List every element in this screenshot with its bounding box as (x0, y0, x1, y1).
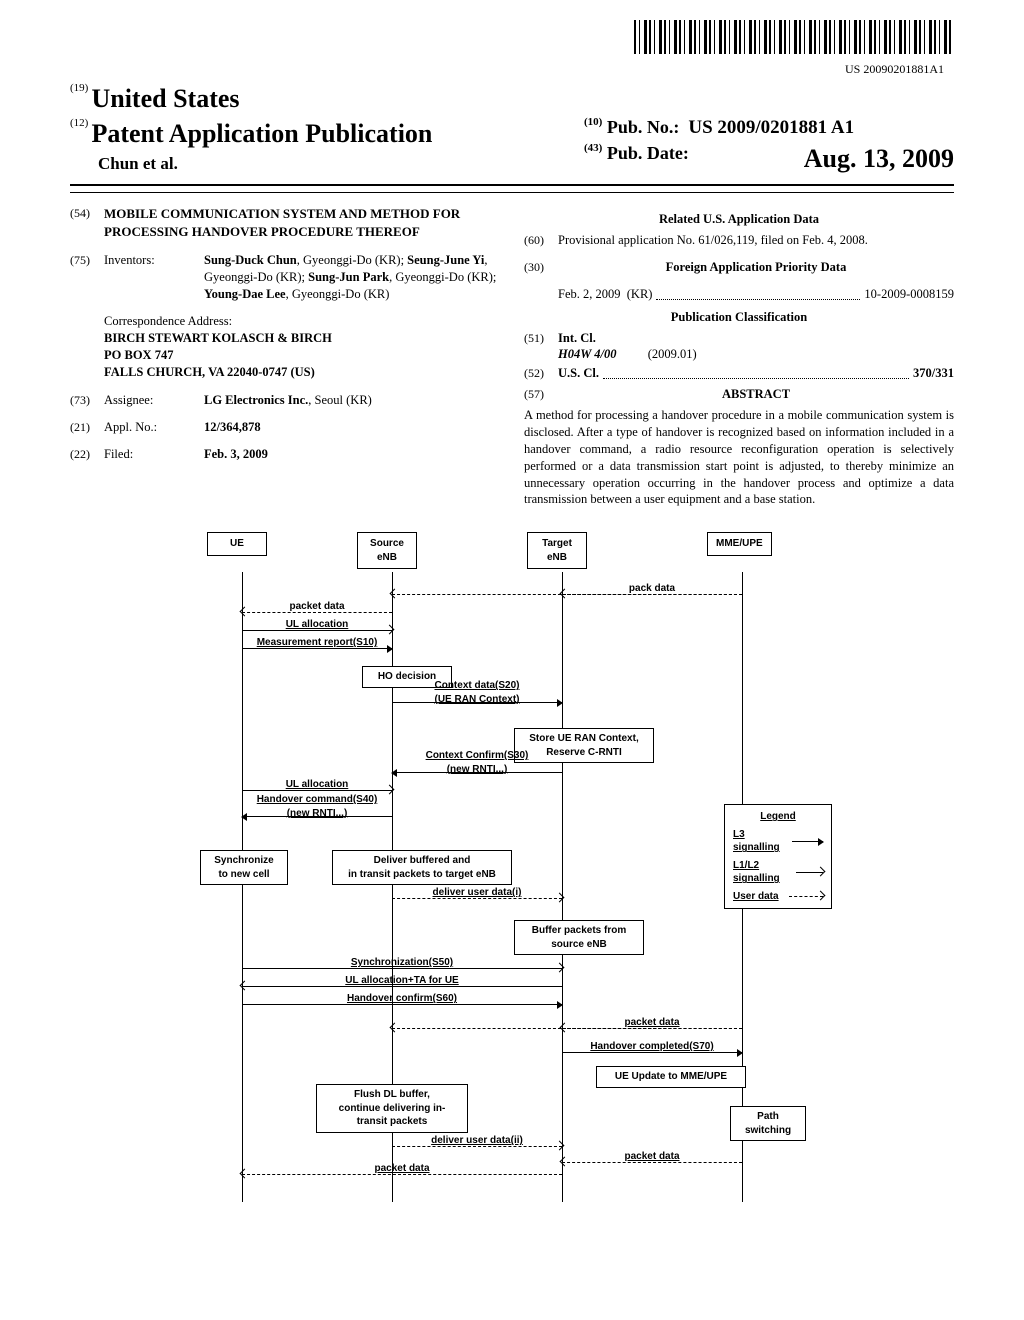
note-23: Path switching (730, 1106, 806, 1141)
pub-no-val: US 2009/0201881 A1 (688, 117, 854, 138)
header-left: (19) United States (12) Patent Applicati… (70, 81, 432, 176)
msg-label-16: UL allocation+TA for UE (242, 974, 562, 988)
thin-rule (70, 192, 954, 193)
note-14: Buffer packets from source eNB (514, 920, 644, 955)
foreign-num: (30) (524, 259, 558, 276)
assignee-val: LG Electronics Inc., Seoul (KR) (204, 392, 500, 409)
foreign-hdr: Foreign Application Priority Data (558, 259, 954, 276)
msg-label-25: packet data (562, 1150, 742, 1164)
sequence-diagram: UESource eNBTarget eNBMME/UPE pack datap… (202, 532, 822, 1202)
intcl-label: Int. Cl. (558, 330, 954, 347)
related-hdr: Related U.S. Application Data (524, 211, 954, 228)
pubclass-hdr: Publication Classification (524, 309, 954, 326)
msg-label-9: UL allocation (242, 778, 392, 792)
note-11: Synchronize to new cell (200, 850, 288, 885)
msg-label-15: Synchronization(S50) (242, 956, 562, 970)
msg-label-13: deliver user data(i) (392, 886, 562, 900)
pub-date-label: Pub. Date: (607, 143, 689, 163)
corr-line2: PO BOX 747 (104, 347, 500, 364)
intcl-num: (51) (524, 330, 558, 364)
entity-0: UE (207, 532, 267, 556)
prov-num: (60) (524, 232, 558, 249)
pubtype-num: (12) (70, 117, 88, 129)
msg-label-17: Handover confirm(S60) (242, 992, 562, 1006)
country-num: (19) (70, 82, 88, 94)
uscl-label: U.S. Cl. (558, 365, 599, 382)
uscl-val: 370/331 (913, 365, 954, 382)
foreign-appno: 10-2009-0008159 (864, 286, 954, 303)
correspondence-address: Correspondence Address: BIRCH STEWART KO… (104, 313, 500, 381)
msg-label-4: Measurement report(S10) (242, 636, 392, 650)
msg-line-19 (392, 1028, 742, 1029)
abstract-num: (57) (524, 386, 558, 403)
foreign-country: (KR) (627, 286, 653, 303)
applno-num: (21) (70, 419, 104, 436)
msg-label-10: Handover command(S40)(new RNTI...) (242, 793, 392, 820)
uscl-num: (52) (524, 365, 558, 382)
corr-label: Correspondence Address: (104, 313, 500, 330)
legend-box: LegendL3 signallingL1/L2 signallingUser … (724, 804, 832, 909)
applno-label: Appl. No.: (104, 419, 204, 436)
title-num: (54) (70, 205, 104, 240)
inventors-num: (75) (70, 252, 104, 303)
biblio-columns: (54) MOBILE COMMUNICATION SYSTEM AND MET… (70, 205, 954, 508)
msg-label-24: deliver user data(ii) (392, 1134, 562, 1148)
msg-label-20: Handover completed(S70) (562, 1040, 742, 1054)
left-column: (54) MOBILE COMMUNICATION SYSTEM AND MET… (70, 205, 500, 508)
abstract-hdr: ABSTRACT (558, 386, 954, 403)
corr-line3: FALLS CHURCH, VA 22040-0747 (US) (104, 364, 500, 381)
inventors-val: Sung-Duck Chun, Gyeonggi-Do (KR); Seung-… (204, 252, 500, 303)
right-column: Related U.S. Application Data (60) Provi… (524, 205, 954, 508)
authors-line: Chun et al. (70, 153, 432, 176)
filed-val: Feb. 3, 2009 (204, 446, 500, 463)
entity-3: MME/UPE (707, 532, 772, 556)
header-right: (10) Pub. No.: US 2009/0201881 A1 (43) P… (584, 115, 954, 176)
country: United States (91, 84, 239, 113)
lifeline-2 (562, 572, 563, 1202)
assignee-num: (73) (70, 392, 104, 409)
msg-label-26: packet data (242, 1162, 562, 1176)
filed-label: Filed: (104, 446, 204, 463)
header-row: (19) United States (12) Patent Applicati… (70, 81, 954, 176)
prov-text: Provisional application No. 61/026,119, … (558, 232, 954, 249)
note-21: UE Update to MME/UPE (596, 1066, 746, 1088)
barcode-text: US 20090201881A1 (70, 61, 954, 77)
pub-no-label: Pub. No.: (607, 117, 680, 137)
pub-date-val: Aug. 13, 2009 (804, 141, 954, 176)
assignee-label: Assignee: (104, 392, 204, 409)
thick-rule (70, 184, 954, 186)
barcode-block: US 20090201881A1 (70, 20, 954, 77)
entity-1: Source eNB (357, 532, 417, 569)
msg-label-3: UL allocation (242, 618, 392, 632)
pub-no-num: (10) (584, 116, 602, 128)
msg-line-1 (392, 594, 742, 595)
intcl-code: H04W 4/00 (558, 347, 616, 361)
intcl-date: (2009.01) (648, 347, 697, 361)
note-12: Deliver buffered and in transit packets … (332, 850, 512, 885)
abstract-text: A method for processing a handover proce… (524, 407, 954, 508)
barcode-graphic (634, 20, 954, 54)
invention-title: MOBILE COMMUNICATION SYSTEM AND METHOD F… (104, 205, 500, 240)
corr-line1: BIRCH STEWART KOLASCH & BIRCH (104, 330, 500, 347)
applno-val: 12/364,878 (204, 419, 500, 436)
note-22: Flush DL buffer, continue delivering in-… (316, 1084, 468, 1133)
pub-date-num: (43) (584, 142, 602, 154)
foreign-date: Feb. 2, 2009 (558, 286, 621, 303)
msg-label-8: Context Confirm(S30)(new RNTI...) (392, 749, 562, 776)
inventors-label: Inventors: (104, 252, 204, 303)
entity-2: Target eNB (527, 532, 587, 569)
msg-label-2: packet data (242, 600, 392, 614)
msg-label-6: Context data(S20)(UE RAN Context) (392, 679, 562, 706)
lifeline-0 (242, 572, 243, 1202)
pubtype: Patent Application Publication (91, 119, 432, 148)
filed-num: (22) (70, 446, 104, 463)
